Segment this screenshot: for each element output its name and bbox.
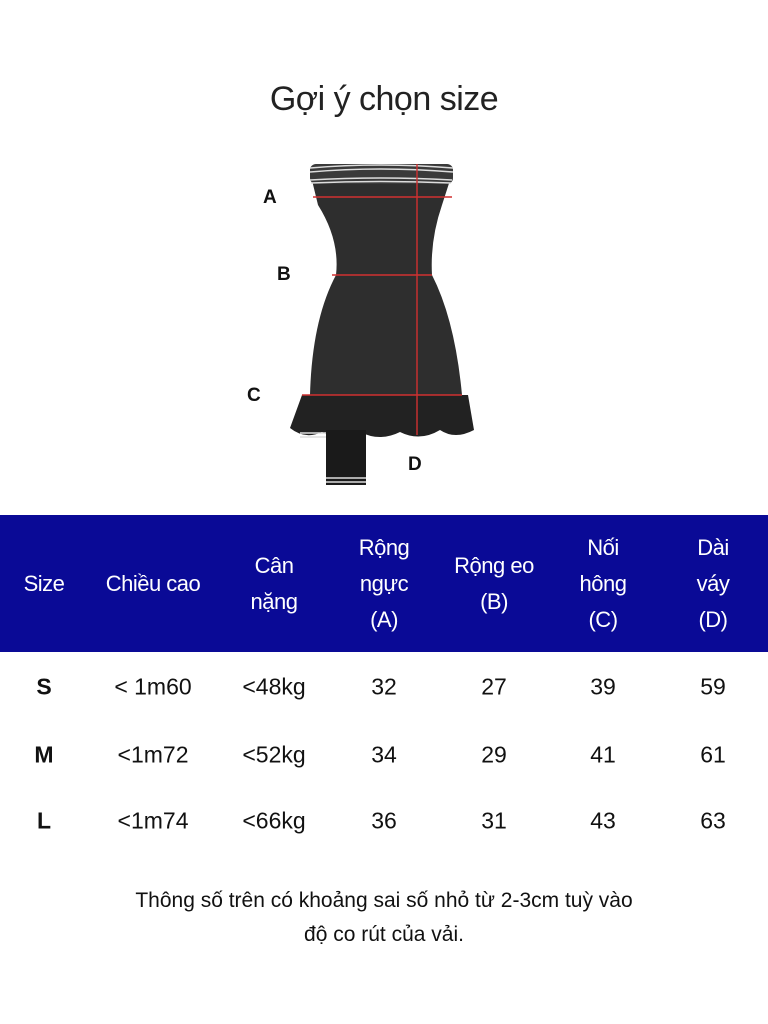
label-c: C <box>247 385 261 406</box>
cell-hip: 39 <box>590 673 616 700</box>
header-weight: Cân nặng <box>250 553 298 614</box>
cell-chest: 32 <box>371 673 397 700</box>
cell-height: < 1m60 <box>114 673 192 700</box>
cell-waist: 29 <box>481 741 507 768</box>
dress-measurement-diagram <box>290 164 474 485</box>
cell-size: L <box>36 807 52 834</box>
size-note: Thông số trên có khoảng sai số nhỏ từ 2-… <box>135 889 633 946</box>
cell-size: S <box>36 673 52 700</box>
header-size: Size <box>23 571 65 596</box>
label-b: B <box>277 264 291 285</box>
cell-waist: 31 <box>481 807 507 834</box>
header-hip: Nối hông (C) <box>579 535 627 632</box>
cell-weight: <48kg <box>242 673 306 700</box>
cell-waist: 27 <box>481 673 507 700</box>
cell-height: <1m72 <box>117 741 189 768</box>
cell-weight: <66kg <box>242 807 306 834</box>
cell-length: 59 <box>700 673 726 700</box>
dress-hanging-strap <box>326 430 366 485</box>
cell-hip: 41 <box>590 741 616 768</box>
cell-size: M <box>34 741 54 768</box>
dress-body <box>310 164 462 395</box>
cell-weight: <52kg <box>242 741 306 768</box>
cell-chest: 34 <box>371 741 397 768</box>
label-d: D <box>408 454 422 475</box>
page-title: Gợi ý chọn size <box>269 80 499 118</box>
cell-hip: 43 <box>590 807 616 834</box>
header-height: Chiều cao <box>105 571 201 596</box>
header-chest: Rộng ngực (A) <box>358 535 410 632</box>
cell-height: <1m74 <box>117 807 189 834</box>
header-waist: Rộng eo (B) <box>454 553 534 614</box>
dress-ruffle <box>290 395 474 437</box>
label-a: A <box>263 187 277 208</box>
cell-chest: 36 <box>371 807 397 834</box>
cell-length: 63 <box>700 807 726 834</box>
cell-length: 61 <box>700 741 726 768</box>
size-table-header <box>0 515 768 652</box>
header-length: Dài váy (D) <box>696 535 730 632</box>
